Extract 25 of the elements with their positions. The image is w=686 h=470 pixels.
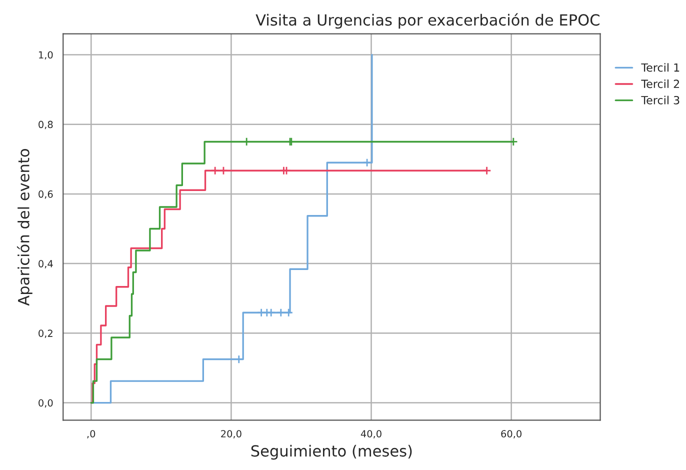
legend-label: Tercil 2 (641, 79, 679, 88)
legend-label: Tercil 3 (641, 96, 680, 104)
legend-label: Tercil 1 (641, 63, 680, 72)
x-tick-label: 20,0 (221, 430, 242, 438)
point (218, 166, 228, 176)
y-tick-label: 0,6 (38, 190, 53, 199)
y-tick-label: 0,0 (38, 399, 53, 408)
y-axis-title: Aparición del evento (16, 149, 32, 306)
x-tick-label: 40,0 (360, 430, 382, 438)
point (284, 308, 294, 318)
point (266, 308, 276, 318)
y-tick-label: 0,4 (38, 260, 53, 268)
point (362, 158, 372, 168)
y-tick-label: 1,0 (38, 51, 53, 60)
point (276, 308, 286, 318)
point (482, 166, 492, 176)
chart-title: Visita a Urgencias por exacerbación de EPOC (256, 13, 600, 29)
y-tick-label: 0,2 (38, 330, 52, 338)
point (210, 166, 220, 176)
x-tick-label: ,0 (87, 430, 96, 438)
x-axis-title: Seguimiento (meses) (251, 444, 412, 460)
point (282, 166, 292, 176)
point (256, 308, 266, 318)
y-tick-label: 0,8 (38, 120, 53, 130)
x-tick-label: 60,0 (501, 430, 522, 438)
